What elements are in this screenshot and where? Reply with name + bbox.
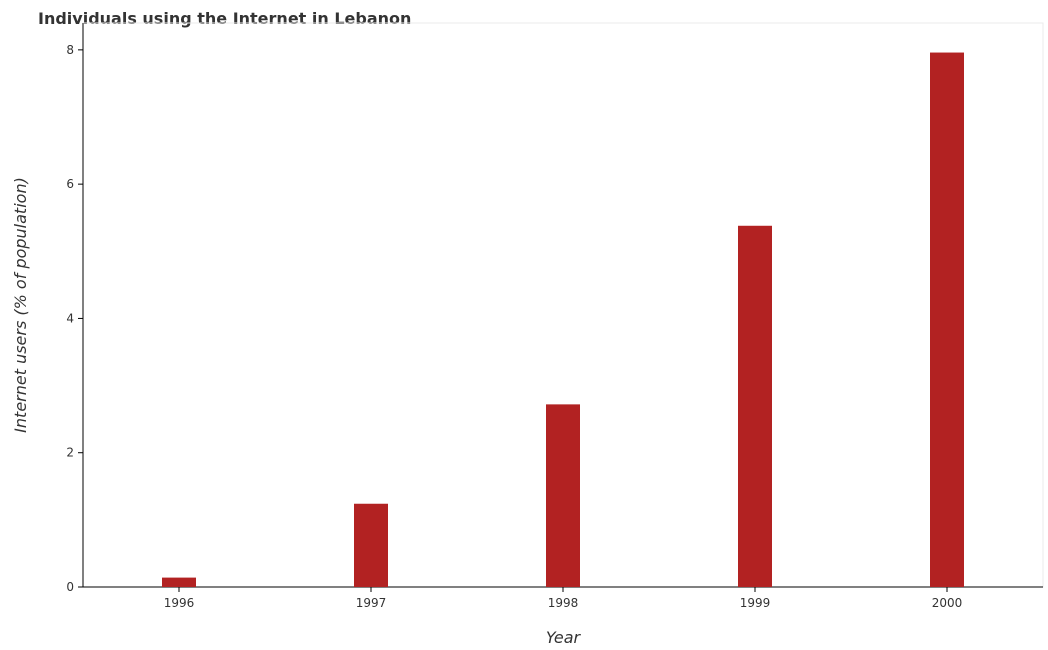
x-axis-ticks: 1996 1997 1998 1999 2000	[164, 587, 963, 610]
y-tick-label: 0	[66, 580, 74, 594]
y-tick-label: 2	[66, 446, 74, 460]
x-tick-label: 1998	[548, 596, 579, 610]
y-tick-label: 8	[66, 43, 74, 57]
y-axis-title: Internet users (% of population)	[11, 177, 30, 433]
x-tick-label: 1999	[740, 596, 771, 610]
bar	[162, 577, 196, 587]
bar	[930, 52, 964, 588]
bar	[546, 404, 580, 587]
x-axis-title: Year	[546, 628, 582, 647]
y-axis-ticks: 0 2 4 6 8	[66, 43, 83, 594]
bars-group	[162, 52, 964, 588]
y-tick-label: 4	[66, 311, 74, 325]
y-tick-label: 6	[66, 177, 74, 191]
x-tick-label: 1997	[356, 596, 387, 610]
x-tick-label: 1996	[164, 596, 195, 610]
x-tick-label: 2000	[932, 596, 963, 610]
bar	[738, 225, 772, 587]
bar	[354, 503, 388, 587]
